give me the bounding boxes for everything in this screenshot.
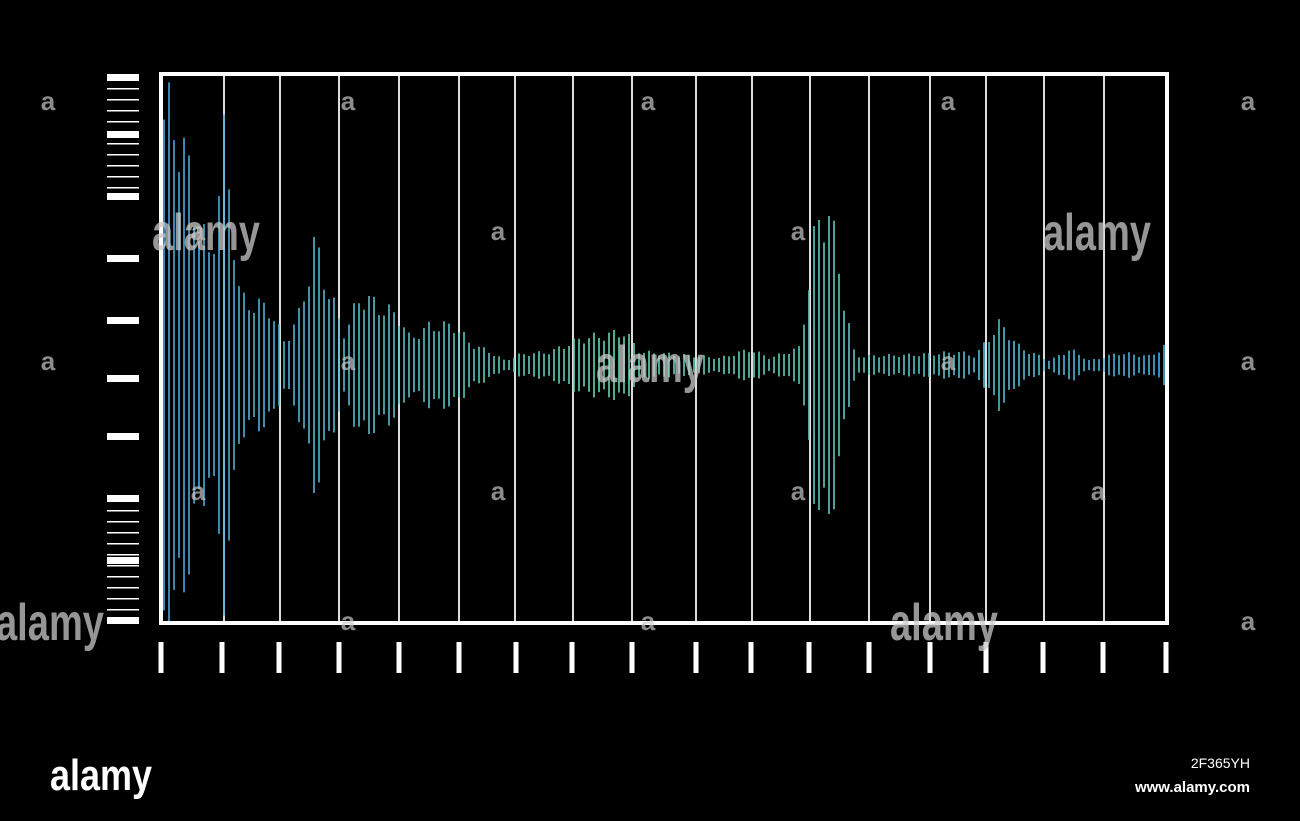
waveform — [163, 82, 1165, 621]
left-tick — [107, 557, 139, 564]
watermark-letter: a — [191, 216, 206, 246]
left-minor-tick — [107, 99, 139, 101]
left-minor-tick — [107, 165, 139, 167]
watermark-letter: a — [191, 476, 206, 506]
image-id: 2F365YH — [1191, 755, 1250, 771]
watermark-letter: a — [491, 216, 506, 246]
left-minor-tick — [107, 110, 139, 112]
watermark-letter: a — [641, 86, 656, 116]
bottom-tick — [276, 642, 282, 673]
watermark-letter: a — [41, 86, 56, 116]
bottom-tick — [748, 642, 754, 673]
left-minor-tick — [107, 176, 139, 178]
left-tick — [107, 74, 139, 81]
watermark-letter: a — [1241, 346, 1256, 376]
watermark-letter: a — [791, 216, 806, 246]
bottom-tick — [806, 642, 812, 673]
left-tick — [107, 617, 139, 624]
left-tick — [107, 375, 139, 382]
grid — [223, 74, 1105, 623]
watermark-letter: a — [341, 86, 356, 116]
left-tick — [107, 317, 139, 324]
left-minor-tick — [107, 521, 139, 523]
left-minor-tick — [107, 88, 139, 90]
bottom-tick — [983, 642, 989, 673]
watermark-letter: a — [941, 86, 956, 116]
bottom-tick — [1100, 642, 1106, 673]
bottom-tick — [927, 642, 933, 673]
left-minor-tick — [107, 554, 139, 556]
left-minor-tick — [107, 565, 139, 567]
bottom-tick — [456, 642, 462, 673]
watermark-word: alamy — [1043, 204, 1151, 262]
left-minor-tick — [107, 143, 139, 145]
ticks — [107, 74, 1169, 673]
watermark-letter: a — [641, 606, 656, 636]
watermark-word: alamy — [890, 594, 998, 652]
left-minor-tick — [107, 532, 139, 534]
watermark-letter: a — [1091, 476, 1106, 506]
left-minor-tick — [107, 187, 139, 189]
watermark-letter: a — [41, 346, 56, 376]
watermark-letter: a — [341, 346, 356, 376]
bottom-tick — [866, 642, 872, 673]
left-tick — [107, 433, 139, 440]
bottom-tick — [336, 642, 342, 673]
left-minor-tick — [107, 543, 139, 545]
frame — [159, 72, 1169, 625]
watermark-letter: a — [341, 606, 356, 636]
bottom-tick — [693, 642, 699, 673]
left-tick — [107, 193, 139, 200]
watermark-letter: a — [1241, 606, 1256, 636]
bottom-tick — [629, 642, 635, 673]
watermark-word: alamy — [0, 594, 104, 652]
left-minor-tick — [107, 609, 139, 611]
watermark-letter: a — [791, 476, 806, 506]
watermark-letter: a — [491, 476, 506, 506]
left-minor-tick — [107, 154, 139, 156]
left-minor-tick — [107, 121, 139, 123]
bottom-tick — [513, 642, 519, 673]
left-minor-tick — [107, 576, 139, 578]
bottom-tick — [158, 642, 164, 673]
left-tick — [107, 131, 139, 138]
bottom-tick — [1040, 642, 1046, 673]
bottom-tick — [569, 642, 575, 673]
left-minor-tick — [107, 510, 139, 512]
left-tick — [107, 495, 139, 502]
left-minor-tick — [107, 132, 139, 134]
left-minor-tick — [107, 587, 139, 589]
bottom-tick — [219, 642, 225, 673]
watermark-word: alamy — [596, 336, 704, 394]
left-tick — [107, 255, 139, 262]
brand-logo: alamy — [50, 751, 152, 800]
watermark-letter: a — [1241, 86, 1256, 116]
site-url: www.alamy.com — [1134, 779, 1250, 796]
watermark-letter: a — [941, 346, 956, 376]
left-minor-tick — [107, 598, 139, 600]
bottom-tick — [1163, 642, 1169, 673]
watermark-word: alamy — [152, 204, 260, 262]
bottom-tick — [396, 642, 402, 673]
